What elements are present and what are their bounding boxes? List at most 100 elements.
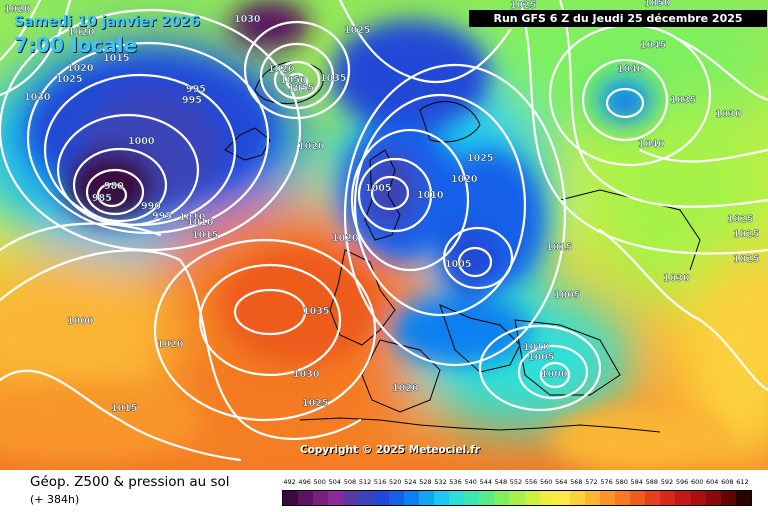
scale-label: 516 — [373, 478, 387, 486]
scale-swatch — [735, 491, 751, 505]
isobar-label: 1030 — [663, 273, 690, 284]
scale-swatch — [328, 491, 344, 505]
isobar-label: 1005 — [445, 259, 471, 270]
scale-label: 540 — [464, 478, 477, 486]
scale-swatch — [494, 491, 510, 505]
isobar-label: 1010 — [179, 212, 206, 223]
isobar-label: 1025 — [727, 214, 753, 225]
scale-swatch — [539, 491, 555, 505]
scale-swatch — [615, 491, 631, 505]
isobar-label: 1025 — [733, 254, 759, 265]
scale-label: 556 — [524, 478, 538, 486]
scale-label: 604 — [706, 478, 719, 486]
isobar-label: 995 — [152, 211, 172, 222]
isobar-labels: 1020 1030 1025 1025 1050 1045 1040 1035 1030 1040… — [4, 0, 760, 414]
isobar-label: 1020 — [451, 174, 478, 185]
color-scale-labels: 492 496 500 504 508 512 516 520 524 528 532 536 540 5… — [280, 478, 752, 488]
isobar-label: 1025 — [510, 0, 536, 11]
scale-swatch — [554, 491, 570, 505]
isobar-label: 1010 — [523, 342, 550, 353]
isobar-label: 1015 — [192, 230, 218, 241]
isobar-label: 1030 — [24, 92, 51, 103]
scale-label: 584 — [630, 478, 643, 486]
copyright-notice: Copyright © 2025 Meteociel.fr — [300, 444, 480, 456]
isobar-label: 1010 — [417, 190, 444, 201]
scale-swatch — [433, 491, 450, 505]
scale-label: 580 — [615, 478, 628, 486]
isobar-label: 1010 — [187, 217, 214, 228]
scale-label: 508 — [343, 478, 357, 486]
scale-label: 536 — [449, 478, 462, 486]
isobar-label: 1000 — [128, 136, 155, 147]
isobar-label: 1030 — [234, 14, 261, 25]
scale-label: 492 — [283, 478, 296, 486]
scale-swatch — [479, 491, 495, 505]
scale-swatch — [418, 491, 434, 505]
isobar-label: 1025 — [733, 229, 759, 240]
scale-swatch — [388, 491, 404, 505]
isobar-label: 1025 — [56, 74, 82, 85]
isobar-label: 1015 — [546, 242, 572, 253]
isobar-label: 1020 — [67, 63, 94, 74]
isobar-label: 1005 — [365, 183, 391, 194]
isobar-label: 990 — [141, 201, 161, 212]
isobar-label: 1020 — [4, 4, 31, 15]
isobar-label: 1020 — [268, 64, 295, 75]
isobar-label: 1050 — [280, 75, 307, 86]
scale-swatch — [675, 491, 691, 505]
weather-map: 1020 1030 1025 1025 1050 1045 1040 1035 1030 1040… — [0, 0, 768, 470]
scale-label: 600 — [690, 478, 704, 486]
scale-label: 532 — [434, 478, 447, 486]
run-info-banner: Run GFS 6 Z du Jeudi 25 décembre 2025 — [469, 10, 767, 27]
scale-label: 592 — [660, 478, 674, 486]
isobar-label: 1025 — [302, 398, 328, 409]
isobar-label: 1020 — [298, 141, 325, 152]
scale-swatch — [313, 491, 329, 505]
isobar-label: 995 — [186, 84, 206, 95]
scale-swatch — [283, 491, 299, 505]
scale-swatch — [660, 491, 676, 505]
isobar-label: 1025 — [467, 153, 493, 164]
valid-time: 7:00 locale — [14, 33, 138, 57]
scale-swatch — [464, 491, 480, 505]
isobar-label: 1020 — [332, 233, 359, 244]
scale-label: 524 — [404, 478, 417, 486]
isobar-label: 1005 — [554, 290, 580, 301]
scale-label: 560 — [539, 478, 553, 486]
isobar-label: 1015 — [111, 403, 137, 414]
scale-label: 512 — [358, 478, 372, 486]
valid-date: Samedi 10 janvier 2026 — [14, 14, 201, 30]
scale-swatch — [524, 491, 540, 505]
scale-label: 588 — [645, 478, 659, 486]
isobar-label: 1040 — [617, 64, 644, 75]
isobar-label: 1000 — [67, 316, 94, 327]
isobar-label: 1045 — [640, 40, 666, 51]
isobar-label: 1050 — [644, 0, 671, 9]
scale-swatch — [343, 491, 359, 505]
scale-swatch — [509, 491, 525, 505]
scale-label: 544 — [479, 478, 493, 486]
scale-label: 520 — [389, 478, 402, 486]
scale-swatch — [358, 491, 374, 505]
isobar-label: 1030 — [293, 369, 320, 380]
scale-swatch — [630, 491, 646, 505]
scale-label: 596 — [675, 478, 689, 486]
isobar-label: 1025 — [344, 25, 370, 36]
product-title: Géop. Z500 & pression au sol — [30, 474, 230, 490]
scale-swatch — [449, 491, 465, 505]
isobar-label: 1055 — [288, 83, 314, 94]
scale-swatch — [373, 491, 389, 505]
scale-label: 548 — [494, 478, 508, 486]
scale-swatch — [403, 491, 419, 505]
isobar-label: 1035 — [303, 306, 329, 317]
isobar-label: 995 — [182, 95, 202, 106]
scale-swatch — [599, 491, 616, 505]
scale-swatch — [705, 491, 721, 505]
isobar-label: 1020 — [68, 27, 95, 38]
scale-label: 528 — [419, 478, 432, 486]
lead-time: (+ 384h) — [30, 493, 80, 506]
isobar-label: 1020 — [157, 339, 184, 350]
scale-swatch — [645, 491, 661, 505]
scale-label: 496 — [298, 478, 311, 486]
